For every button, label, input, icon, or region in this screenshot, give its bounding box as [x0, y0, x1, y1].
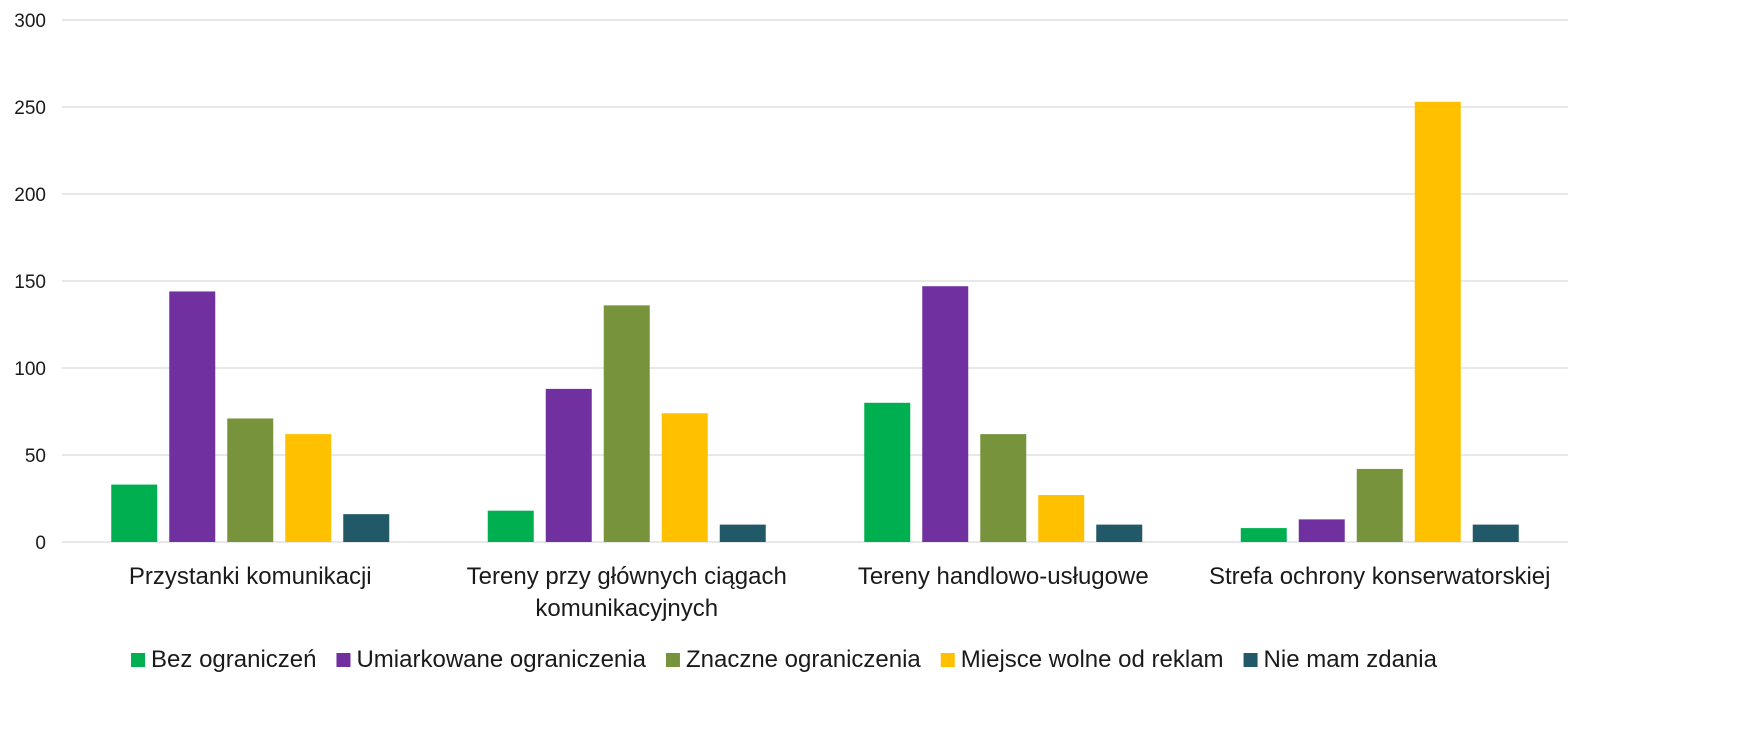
- y-axis-ticks: 0 50 100 150 200 250 300: [14, 11, 46, 554]
- bar: [922, 286, 969, 542]
- legend-label: Umiarkowane ograniczenia: [356, 646, 646, 673]
- bar: [661, 413, 708, 542]
- y-tick-label: 0: [35, 533, 46, 554]
- bar: [545, 388, 592, 542]
- category-label: Strefa ochrony konserwatorskiej: [1209, 563, 1550, 590]
- category-label: Tereny przy głównych ciągach: [467, 563, 787, 590]
- bar: [111, 484, 158, 542]
- y-tick-label: 150: [14, 272, 46, 293]
- y-tick-label: 250: [14, 98, 46, 119]
- y-tick-label: 200: [14, 185, 46, 206]
- category-label: Tereny handlowo-usługowe: [858, 563, 1149, 590]
- legend-swatch: [940, 653, 955, 667]
- bars: [111, 101, 1519, 542]
- legend-label: Miejsce wolne od reklam: [961, 646, 1224, 673]
- y-tick-label: 300: [14, 11, 46, 32]
- bar: [1472, 524, 1519, 542]
- legend-label: Znaczne ograniczenia: [686, 646, 921, 673]
- legend-item: Bez ograniczeń: [131, 646, 316, 673]
- category-label: Przystanki komunikacji: [129, 563, 372, 590]
- bar: [980, 434, 1027, 542]
- legend-swatch: [336, 653, 351, 667]
- legend-item: Znaczne ograniczenia: [665, 646, 921, 673]
- bar: [1038, 495, 1085, 542]
- bar: [487, 510, 534, 542]
- bar: [169, 291, 216, 542]
- category-labels: Przystanki komunikacji Tereny przy główny…: [129, 563, 1551, 622]
- legend-item: Miejsce wolne od reklam: [940, 646, 1224, 673]
- legend: Bez ograniczeń Umiarkowane ograniczenia Zn…: [131, 646, 1438, 673]
- y-tick-label: 100: [14, 359, 46, 380]
- bar: [1240, 528, 1287, 542]
- bar: [864, 402, 911, 542]
- bar: [1298, 519, 1345, 542]
- legend-swatch: [665, 653, 680, 667]
- legend-swatch: [131, 653, 146, 667]
- bar: [1096, 524, 1143, 542]
- bar: [603, 305, 650, 542]
- bar: [343, 514, 390, 542]
- legend-label: Nie mam zdania: [1264, 646, 1438, 673]
- legend-item: Umiarkowane ograniczenia: [336, 646, 647, 673]
- bar: [285, 434, 332, 542]
- bar: [1414, 101, 1461, 542]
- bar: [719, 524, 766, 542]
- y-tick-label: 50: [25, 446, 46, 467]
- category-label: komunikacyjnych: [535, 595, 718, 622]
- legend-swatch: [1243, 653, 1258, 667]
- legend-item: Nie mam zdania: [1243, 646, 1438, 673]
- legend-label: Bez ograniczeń: [151, 646, 316, 673]
- bar: [227, 418, 274, 542]
- bar: [1356, 468, 1403, 542]
